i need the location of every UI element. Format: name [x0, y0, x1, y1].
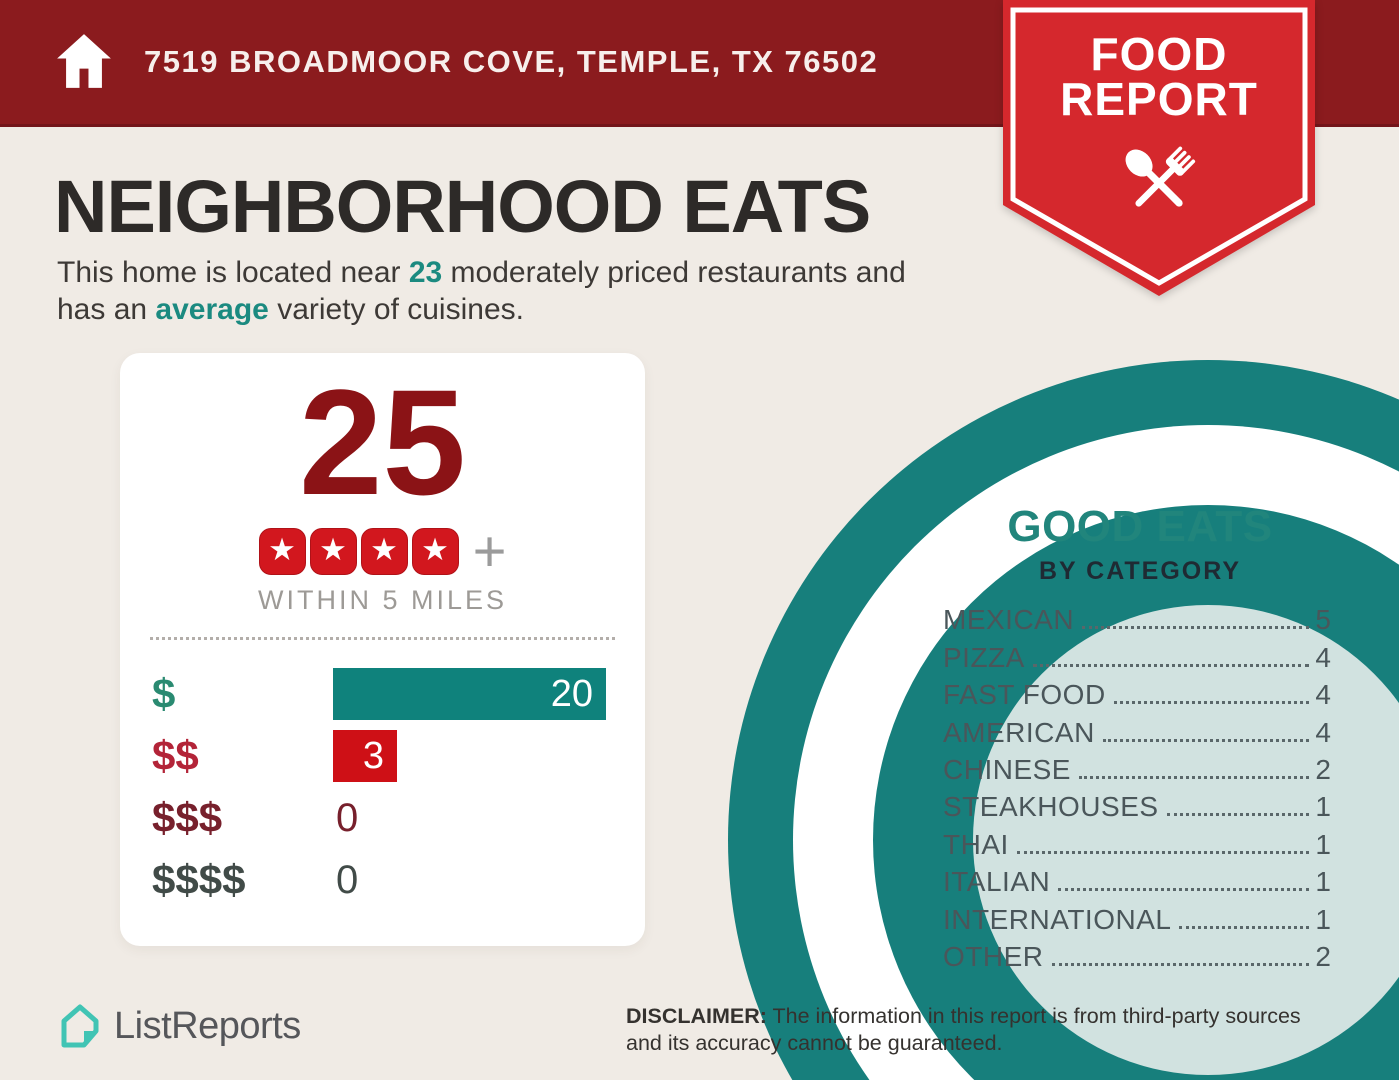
star-badge: ★ [258, 528, 306, 575]
restaurant-summary-card: 25 ★ ★ ★ ★ + WITHIN 5 MILES $ 20 20 $$ 3… [120, 353, 645, 946]
price-tier-label: $$ [152, 732, 199, 779]
good-eats-heading: GOOD EATS BY CATEGORY [940, 502, 1340, 586]
category-count: 4 [1315, 641, 1331, 673]
listreports-house-icon [61, 1004, 99, 1048]
radius-caption: WITHIN 5 MILES [257, 585, 508, 615]
price-row: $ 20 20 [120, 663, 645, 725]
category-label: CHINESE [943, 753, 1071, 785]
category-label: INTERNATIONAL [943, 903, 1172, 935]
dotted-leader [1058, 888, 1310, 892]
star-icon: ★ [319, 531, 347, 568]
star-badge: ★ [411, 528, 459, 575]
category-row: MEXICAN 5 [943, 602, 1331, 639]
price-zero-value: 0 [336, 796, 359, 840]
listreports-wordmark: ListReports [114, 1004, 301, 1047]
price-row: $$$ 0 0 [120, 787, 645, 849]
restaurant-total: 25 [299, 358, 466, 526]
dotted-leader [1016, 850, 1310, 854]
restaurant-count: 23 [408, 256, 443, 289]
category-count: 4 [1315, 679, 1331, 711]
property-address: 7519 BROADMOOR COVE, TEMPLE, TX 76502 [144, 44, 879, 79]
listreports-logo: ListReports [56, 1000, 301, 1052]
category-label: PIZZA [943, 641, 1025, 673]
category-row: OTHER 2 [943, 939, 1331, 976]
category-label: OTHER [943, 940, 1044, 972]
category-row: PIZZA 4 [943, 639, 1331, 676]
good-eats-subtitle: BY CATEGORY [1038, 557, 1242, 585]
category-label: MEXICAN [943, 604, 1075, 636]
star-icon: ★ [370, 531, 398, 568]
price-tier-label: $$$$ [152, 856, 246, 903]
category-label: STEAKHOUSES [943, 791, 1159, 823]
home-icon [57, 34, 111, 88]
price-zero-value: 0 [336, 858, 359, 902]
price-tier-label: $ [152, 670, 176, 717]
dotted-leader [1032, 663, 1310, 667]
ribbon-title: FOOD REPORT [1003, 28, 1315, 125]
category-count: 1 [1315, 791, 1331, 823]
price-bar-value: 20 [550, 672, 593, 715]
intro-segment: has an [57, 293, 156, 326]
category-row: FAST FOOD 4 [943, 677, 1331, 714]
price-bar-chart: $ 20 20 $$ 3 3 $$$ 0 0 $$$$ 0 0 [120, 663, 645, 911]
intro-text: This home is located near 23 moderately … [57, 254, 906, 328]
star-icon: ★ [421, 531, 449, 568]
dotted-leader [1166, 813, 1310, 817]
disclaimer: DISCLAIMER: The information in this repo… [626, 1003, 1340, 1057]
star-badge: ★ [360, 528, 408, 575]
dotted-leader [1082, 626, 1310, 630]
star-badge: ★ [309, 528, 357, 575]
price-bar: 20 [333, 668, 606, 720]
spoon-fork-icon [1125, 146, 1196, 207]
price-bar-value: 3 [362, 734, 384, 777]
dotted-leader [1102, 738, 1310, 742]
circle-interior [973, 605, 1399, 1075]
page-title: NEIGHBORHOOD EATS [54, 165, 871, 248]
ribbon-line2: REPORT [1060, 73, 1258, 125]
category-count: 4 [1315, 716, 1331, 748]
price-row: $$ 3 3 [120, 725, 645, 787]
category-list: MEXICAN 5 PIZZA 4 FAST FOOD 4 AMERICAN 4… [943, 602, 1331, 976]
category-label: THAI [943, 828, 1009, 860]
dotted-leader [1113, 701, 1310, 705]
intro-segment: moderately priced restaurants and [442, 256, 906, 289]
category-label: ITALIAN [943, 866, 1051, 898]
intro-segment: This home is located near [57, 256, 409, 289]
category-count: 5 [1315, 604, 1331, 636]
dotted-leader [1051, 962, 1310, 966]
category-count: 1 [1315, 828, 1331, 860]
category-row: AMERICAN 4 [943, 714, 1331, 751]
good-eats-title: GOOD EATS [1007, 502, 1273, 551]
price-tier-label: $$$ [152, 794, 223, 841]
category-row: THAI 1 [943, 826, 1331, 863]
disclaimer-text: The information in this report is from t… [626, 1004, 1301, 1055]
star-icon: ★ [268, 531, 296, 568]
ribbon-shape [1003, 0, 1315, 296]
category-row: STEAKHOUSES 1 [943, 789, 1331, 826]
category-row: ITALIAN 1 [943, 864, 1331, 901]
plus-icon: + [472, 519, 507, 584]
category-label: FAST FOOD [943, 679, 1106, 711]
price-row: $$$$ 0 0 [120, 849, 645, 911]
variety-highlight: average [155, 293, 269, 326]
category-count: 2 [1315, 940, 1331, 972]
dotted-leader [1078, 775, 1310, 779]
category-row: CHINESE 2 [943, 752, 1331, 789]
dotted-divider [150, 637, 615, 640]
price-bar: 3 [333, 730, 397, 782]
intro-segment: variety of cuisines. [268, 293, 524, 326]
ribbon-line1: FOOD [1090, 28, 1228, 80]
star-rating: ★ ★ ★ ★ + [120, 519, 645, 584]
good-eats-circle [728, 360, 1399, 1080]
category-count: 1 [1315, 903, 1331, 935]
disclaimer-label: DISCLAIMER: [626, 1004, 767, 1028]
food-report-ribbon: FOOD REPORT [1003, 0, 1315, 298]
category-label: AMERICAN [943, 716, 1095, 748]
category-row: INTERNATIONAL 1 [943, 901, 1331, 938]
dotted-leader [1179, 925, 1310, 929]
category-count: 2 [1315, 753, 1331, 785]
category-count: 1 [1315, 866, 1331, 898]
